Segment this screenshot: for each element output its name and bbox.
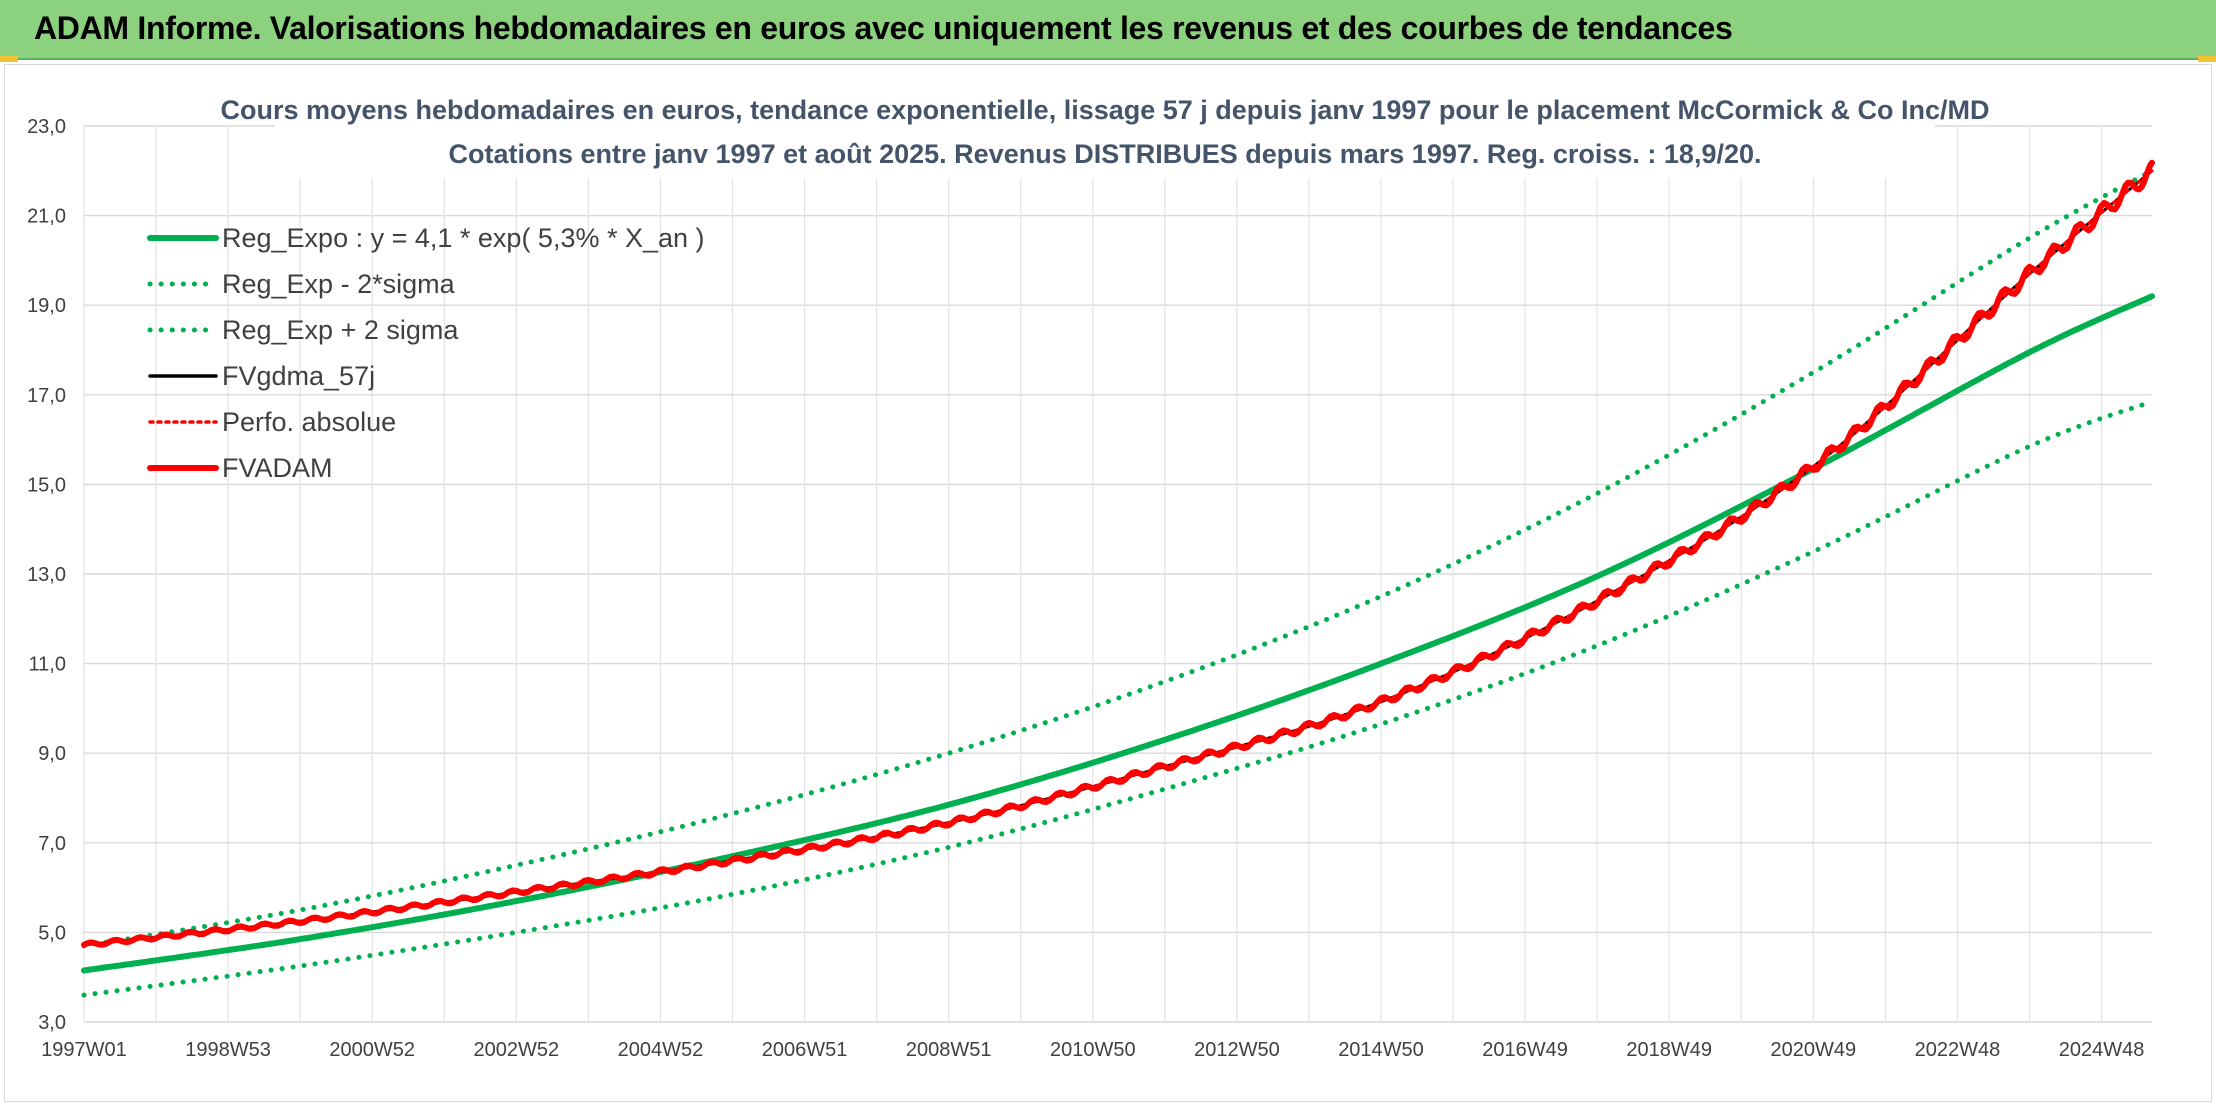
chart-title-backdrop: [275, 88, 1935, 178]
x-tick-label: 2010W50: [1050, 1039, 1136, 1061]
chart-frame: [4, 64, 2212, 1102]
legend-label: Reg_Exp + 2 sigma: [222, 315, 459, 345]
x-tick-label: 1997W01: [41, 1039, 127, 1061]
x-tick-label: 2000W52: [329, 1039, 415, 1061]
y-tick-label: 3,0: [38, 1012, 66, 1034]
x-tick-label: 2004W52: [618, 1039, 704, 1061]
y-tick-label: 13,0: [27, 564, 66, 586]
page-title: ADAM Informe. Valorisations hebdomadaire…: [34, 10, 1733, 46]
y-tick-label: 7,0: [38, 833, 66, 855]
chart-title: Cours moyens hebdomadaires en euros, ten…: [220, 95, 1989, 125]
legend-label: Perfo. absolue: [222, 407, 396, 437]
chart-grid: [83, 125, 2152, 1023]
x-tick-label: 2014W50: [1338, 1039, 1424, 1061]
y-tick-label: 21,0: [27, 206, 66, 228]
header-banner: ADAM Informe. Valorisations hebdomadaire…: [0, 0, 2216, 60]
legend-label: Reg_Exp - 2*sigma: [222, 269, 456, 299]
series-line-5: [81, 159, 2155, 948]
legend-label: FVADAM: [222, 453, 333, 483]
corner-accent-right: [2198, 56, 2216, 62]
y-tick-label: 15,0: [27, 474, 66, 496]
x-tick-label: 2008W51: [906, 1039, 992, 1061]
y-tick-label: 5,0: [38, 922, 66, 944]
x-tick-label: 2006W51: [762, 1039, 848, 1061]
y-axis-ticks: 23,0 21,0 19,0 17,0 15,0 13,0 11,0 9,0 7,0 5,0 3,0: [27, 116, 66, 1034]
legend: Reg_Expo : y = 4,1 * exp( 5,3% * X_an ) R…: [147, 223, 705, 483]
y-tick-label: 9,0: [38, 743, 66, 765]
x-tick-label: 2024W48: [2059, 1039, 2145, 1061]
corner-accent-left: [0, 56, 18, 62]
y-tick-label: 17,0: [27, 385, 66, 407]
x-tick-label: 2020W49: [1771, 1039, 1857, 1061]
x-tick-label: 2022W48: [1915, 1039, 2001, 1061]
legend-label: FVgdma_57j: [222, 361, 375, 391]
y-tick-label: 11,0: [29, 654, 66, 676]
y-tick-label: 23,0: [27, 116, 66, 138]
x-tick-label: 2018W49: [1626, 1039, 1712, 1061]
series-line-0: [81, 293, 2155, 974]
series-line-2: [81, 168, 2155, 949]
y-tick-label: 19,0: [27, 295, 66, 317]
series-line-1: [81, 399, 2155, 998]
legend-label: Reg_Expo : y = 4,1 * exp( 5,3% * X_an ): [222, 223, 705, 253]
x-tick-label: 2012W50: [1194, 1039, 1280, 1061]
x-tick-label: 2016W49: [1482, 1039, 1568, 1061]
chart-subtitle: Cotations entre janv 1997 et août 2025. …: [448, 139, 1761, 169]
x-tick-label: 1998W53: [185, 1039, 271, 1061]
x-axis-ticks: 1997W01 1998W53 2000W52 2002W52 2004W52 2006W…: [41, 1039, 2144, 1061]
x-tick-label: 2002W52: [474, 1039, 560, 1061]
series-lines: [81, 159, 2155, 998]
